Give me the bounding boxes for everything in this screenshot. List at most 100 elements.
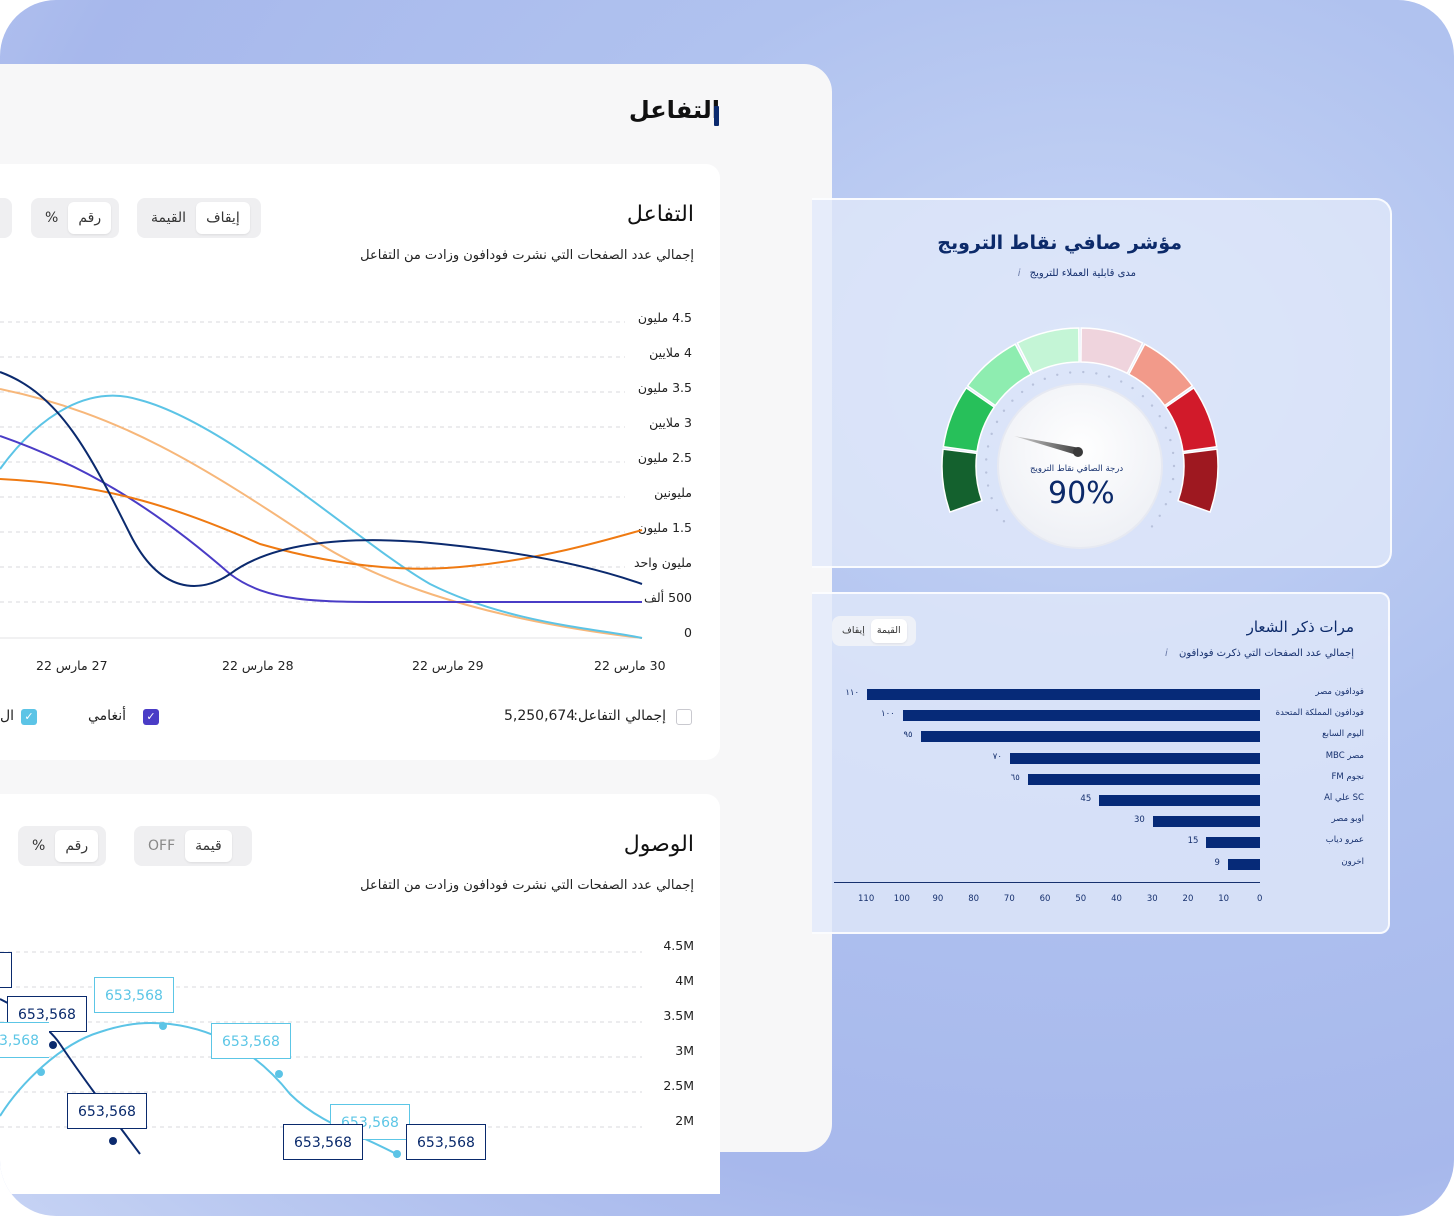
x-tick-label: 27 مارس 22 [36,658,108,673]
engagement-extra-toggle[interactable] [0,198,12,238]
gauge-dot [1158,414,1161,418]
total-engagement-checkbox[interactable] [676,709,692,725]
gauge-segment [1177,448,1219,514]
gauge-segment [1164,386,1218,453]
y-tick-label: مليونين [654,485,692,500]
toggle-off[interactable]: إيقاف [196,202,250,234]
gauge-segment [966,343,1033,407]
gauge-dot [1141,394,1145,398]
info-icon[interactable]: i [1165,648,1168,659]
gauge-dot [995,508,999,512]
x-tick-label: 28 مارس 22 [222,658,294,673]
bar-category-label: فودافون مصر [1315,687,1364,697]
bar [920,731,1260,743]
toggle-percent[interactable]: % [32,838,46,854]
series-navy [0,371,643,587]
engagement-unit-toggle[interactable]: % رقم [31,198,119,238]
bar [1099,795,1260,806]
gauge-segment [942,386,996,453]
bar-value-label: ١٠٠ [881,709,895,720]
x-tick-label: 50 [1075,894,1087,904]
reach-tooltip: 653,568 [406,1124,486,1160]
bar-value-label: ٧٠ [992,751,1002,762]
x-tick-label: 10 [1218,894,1230,904]
info-icon[interactable]: i [1017,268,1021,279]
bar [1227,858,1260,870]
toggle-value[interactable]: قيمة [185,830,232,862]
reach-point [109,1137,117,1145]
gauge-segment [941,448,983,514]
nps-score-label: درجة الصافي نقاط الترويج [1030,464,1124,474]
nps-subtitle: مدى قابلية العملاء للترويج [1029,268,1136,279]
gauge-dot [986,484,990,487]
gauge-knob [997,383,1163,549]
x-tick-label: 110 [858,894,875,904]
toggle-number[interactable]: رقم [68,202,112,234]
gauge-segment [1080,327,1144,375]
mentions-subtitle: إجمالي عدد الصفحات التي ذكرت فودافون [1179,648,1354,659]
legend-anghami-checkbox[interactable]: ✓ [143,709,159,725]
mentions-x-axis-line [834,882,1260,883]
x-tick-label: 20 [1182,894,1194,904]
legend-second-checkbox[interactable]: ✓ [21,709,37,725]
gauge-dot [1056,373,1059,376]
bar [902,710,1260,722]
y-tick-label: 3.5 مليون [637,380,692,395]
bar [1009,752,1260,764]
y-tick-label: 4.5 مليون [637,310,692,325]
toggle-off[interactable]: إيقاف [842,625,865,636]
toggle-number[interactable]: رقم [55,830,99,862]
bar-value-label: 9 [1214,857,1220,868]
bar-category-label: مصر MBC [1325,750,1364,761]
reach-tooltip [0,952,12,988]
gauge-dot [1150,404,1154,407]
y-tick-label: 2M [675,1113,694,1128]
x-tick-label: 90 [932,894,944,904]
gauge-dot [1150,525,1154,528]
x-tick-label: 30 [1146,894,1158,904]
gauge-dot [1002,409,1006,412]
reach-value-toggle[interactable]: OFF قيمة [134,826,252,866]
gauge-needle-hub [1073,447,1083,457]
gauge-dot [1171,451,1175,455]
gauge-dot [1043,377,1046,381]
bar [867,689,1260,700]
bar-category-label: عمرو دياب [1325,835,1364,846]
reach-panel: الوصول إجمالي عدد الصفحات التي نشرت فودا… [0,794,720,1194]
gauge-dot [1031,383,1035,386]
x-tick-label: 40 [1111,894,1122,904]
gauge-dot [985,458,988,461]
gauge-dot [1107,375,1111,378]
toggle-value[interactable]: القيمة [151,210,187,226]
engagement-value-toggle[interactable]: القيمة إيقاف [137,198,261,238]
bar-category-label: اليوم السابع [1322,729,1364,740]
gauge-dial-dots [985,370,1176,528]
bar-category-label: اخرون [1341,856,1364,867]
mentions-panel: مرات ذكر الشعار إجمالي عدد الصفحات التي … [812,592,1390,934]
reach-unit-toggle[interactable]: % رقم [18,826,106,866]
section-title-accent [714,106,719,126]
gauge-needle [1014,436,1080,456]
gauge-dot [1011,399,1014,402]
x-tick-label: 80 [968,894,980,904]
bar-value-label: 30 [1134,815,1145,826]
y-tick-label: 4.5M [663,938,694,953]
gauge-dot [1131,386,1134,390]
x-tick-label: 0 [1257,894,1263,904]
toggle-percent[interactable]: % [45,210,59,226]
total-engagement-value: 5,250,674 [504,708,576,724]
gauge-dot [986,445,990,448]
y-tick-label: 2.5 مليون [637,450,692,465]
gauge-dot [1169,438,1172,442]
engagement-dashboard-card: التفاعل التفاعل إجمالي عدد الصفحات التي … [0,64,832,1194]
bar-value-label: 15 [1187,836,1199,847]
gauge-segments [941,327,1219,514]
toggle-off[interactable]: OFF [148,838,176,854]
reach-tooltip: 653,568 [94,977,174,1013]
mentions-title: مرات ذكر الشعار [1246,618,1354,636]
toggle-value[interactable]: القيمة [870,619,907,643]
mentions-value-toggle[interactable]: إيقاف القيمة [832,616,916,646]
reach-tooltip: 653,568 [211,1023,291,1059]
nps-subtitle-row: مدى قابلية العملاء للترويج i [1018,268,1136,279]
reach-point [49,1041,57,1049]
